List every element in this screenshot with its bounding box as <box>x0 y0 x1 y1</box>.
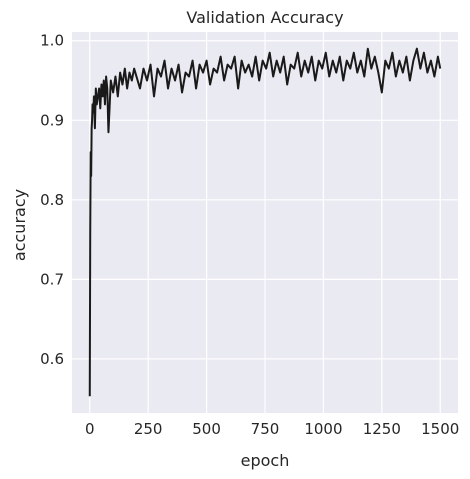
y-tick-label: 1.0 <box>40 32 64 50</box>
x-axis-title: epoch <box>241 451 290 470</box>
y-axis-title: accuracy <box>10 189 29 261</box>
x-tick-label: 0 <box>85 420 95 438</box>
chart-title: Validation Accuracy <box>186 8 343 27</box>
x-tick-label: 750 <box>251 420 280 438</box>
x-tick-label: 1250 <box>363 420 401 438</box>
series-line <box>88 47 442 397</box>
grid <box>72 32 458 413</box>
y-axis: 0.6 0.7 0.8 0.9 1.0 <box>40 32 64 368</box>
x-tick-label: 1000 <box>304 420 342 438</box>
y-tick-label: 0.8 <box>40 191 64 209</box>
x-axis: 0 250 500 750 1000 1250 1500 <box>85 420 459 438</box>
x-tick-label: 500 <box>192 420 221 438</box>
y-tick-label: 0.7 <box>40 270 64 288</box>
x-tick-label: 250 <box>134 420 163 438</box>
y-tick-label: 0.6 <box>40 350 64 368</box>
series-layer <box>88 47 442 397</box>
x-tick-label: 1500 <box>421 420 459 438</box>
y-tick-label: 0.9 <box>40 111 64 129</box>
